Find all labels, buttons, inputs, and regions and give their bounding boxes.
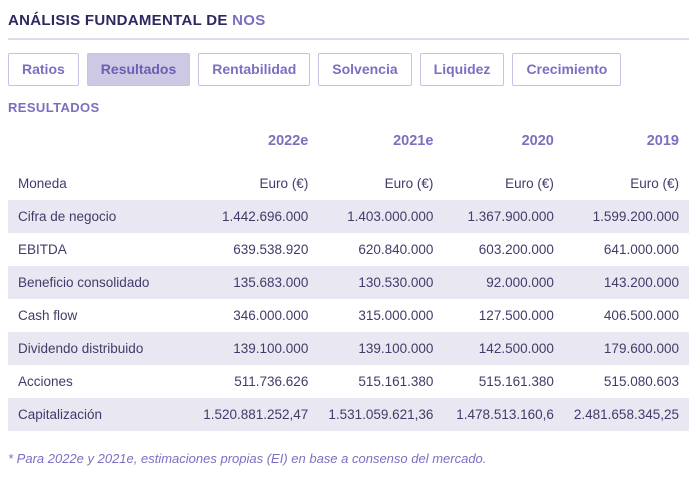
cell-value: Euro (€)	[630, 176, 679, 192]
cell-value: 406.500.000	[603, 308, 679, 324]
cell-value: 1.599.200.000	[592, 209, 679, 225]
cell-value: 641.000.000	[603, 242, 679, 258]
row-label: Capitalización	[18, 407, 103, 423]
table-row: Cash flow 346.000.000 315.000.000 127.500.0…	[8, 299, 689, 332]
cell-value: 1.442.696.000	[221, 209, 309, 225]
table-row: Dividendo distribuido 139.100.000 139.100.…	[8, 332, 689, 366]
cell-value: 2.481.658.345,25	[573, 407, 679, 423]
cell-value: 346.000.000	[233, 308, 309, 324]
cell-value: Euro (€)	[259, 176, 309, 192]
row-label: Dividendo distribuido	[18, 341, 144, 357]
table-row: Beneficio consolidado 135.683.000 130.530.…	[8, 266, 689, 300]
cell-value: 1.403.000.000	[347, 209, 434, 225]
row-label: Acciones	[18, 374, 73, 390]
tab-rentabilidad[interactable]: Rentabilidad	[198, 53, 311, 87]
cell-value: 179.600.000	[603, 341, 679, 357]
table-header-row: 2022e 2021e 2020 2019	[8, 117, 689, 167]
cell-value: 1.367.900.000	[467, 209, 554, 225]
results-table-body: Moneda Euro (€) Euro (€) Euro (€) Euro (€) Ci…	[8, 167, 689, 432]
column-header-2020: 2020	[521, 133, 554, 150]
cell-value: 135.683.000	[233, 275, 309, 291]
cell-value: Euro (€)	[384, 176, 434, 192]
cell-value: 1.531.059.621,36	[328, 407, 434, 423]
cell-value: 1.478.513.160,6	[456, 407, 554, 423]
page-title: ANÁLISIS FUNDAMENTAL DE NOS	[8, 12, 689, 29]
page: ANÁLISIS FUNDAMENTAL DE NOS Ratios Result…	[8, 10, 689, 467]
cell-value: 515.161.380	[478, 374, 554, 390]
page-title-prefix: ANÁLISIS FUNDAMENTAL DE	[8, 12, 228, 29]
cell-value: 603.200.000	[478, 242, 554, 258]
results-table-head: 2022e 2021e 2020 2019	[8, 117, 689, 167]
cell-value: 127.500.000	[478, 308, 554, 324]
column-header-2021e: 2021e	[393, 133, 434, 150]
row-label: Cifra de negocio	[18, 209, 117, 225]
section-title: RESULTADOS	[8, 100, 100, 116]
cell-value: 511.736.626	[234, 374, 309, 390]
column-header-2019: 2019	[646, 133, 679, 150]
table-row: Acciones 511.736.626 515.161.380 515.161.38…	[8, 365, 689, 398]
cell-value: 142.500.000	[478, 341, 554, 357]
row-label: Moneda	[18, 176, 67, 192]
cell-value: 515.161.380	[358, 374, 434, 390]
cell-value: 515.080.603	[603, 374, 679, 390]
cell-value: 315.000.000	[358, 308, 434, 324]
tab-resultados[interactable]: Resultados	[86, 53, 191, 87]
row-label: Cash flow	[18, 308, 78, 324]
column-header-2022e: 2022e	[268, 133, 309, 150]
table-row: EBITDA 639.538.920 620.840.000 603.200.000 6…	[8, 233, 689, 266]
tab-ratios[interactable]: Ratios	[8, 53, 79, 87]
tab-liquidez[interactable]: Liquidez	[419, 53, 505, 87]
page-title-ticker: NOS	[232, 12, 266, 29]
cell-value: 139.100.000	[233, 341, 309, 357]
row-label: EBITDA	[18, 242, 67, 258]
cell-value: 639.538.920	[233, 242, 309, 258]
cell-value: 92.000.000	[486, 275, 554, 291]
table-row: Capitalización 1.520.881.252,47 1.531.059.…	[8, 398, 689, 432]
cell-value: 1.520.881.252,47	[203, 407, 309, 423]
cell-value: 130.530.000	[358, 275, 434, 291]
page-header: ANÁLISIS FUNDAMENTAL DE NOS	[8, 10, 689, 40]
results-table: 2022e 2021e 2020 2019 Moneda Euro (€) Euro…	[8, 117, 689, 432]
cell-value: Euro (€)	[505, 176, 554, 192]
row-label-header	[8, 117, 193, 167]
tab-crecimiento[interactable]: Crecimiento	[512, 53, 622, 87]
cell-value: 143.200.000	[603, 275, 679, 291]
footnote: * Para 2022e y 2021e, estimaciones propi…	[8, 451, 487, 467]
table-row: Moneda Euro (€) Euro (€) Euro (€) Euro (€)	[8, 167, 689, 200]
row-label: Beneficio consolidado	[18, 275, 150, 291]
cell-value: 620.840.000	[358, 242, 434, 258]
cell-value: 139.100.000	[358, 341, 434, 357]
tab-solvencia[interactable]: Solvencia	[318, 53, 412, 87]
table-row: Cifra de negocio 1.442.696.000 1.403.000.0…	[8, 200, 689, 234]
tabs-nav: Ratios Resultados Rentabilidad Solvencia Liq…	[8, 53, 689, 87]
